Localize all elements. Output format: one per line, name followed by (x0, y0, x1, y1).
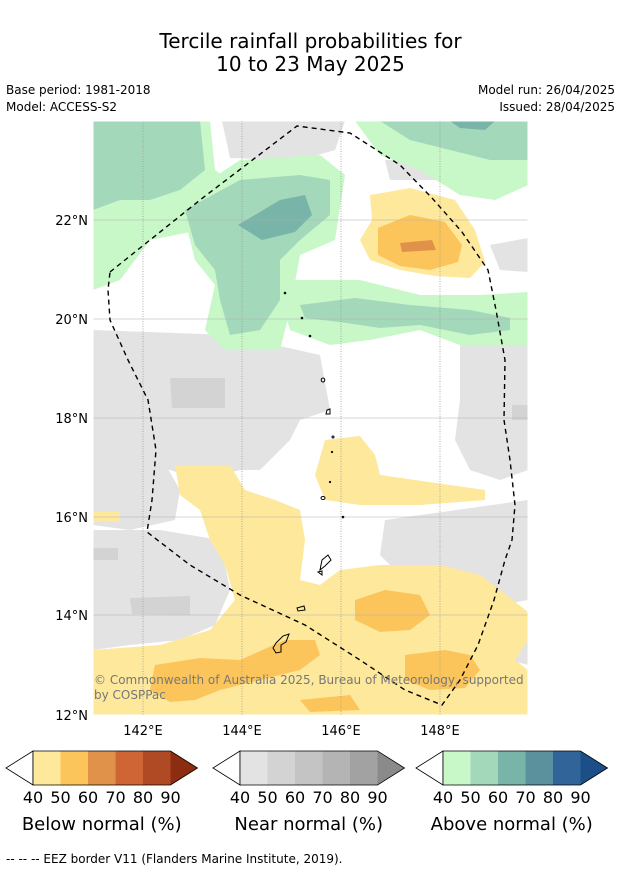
above-normal-area (93, 121, 205, 210)
x-tick-label: 148°E (420, 724, 460, 739)
colorbar-tick-label: 60 (488, 788, 508, 807)
model-run: Model run: 26/04/2025 (477, 83, 615, 97)
colorbar-swatch (322, 751, 350, 785)
colorbar-label: Below normal (%) (22, 814, 182, 835)
islands (272, 291, 345, 654)
colorbar-tick-label: 50 (50, 788, 70, 807)
colorbar-tick-label: 90 (367, 788, 387, 807)
above-normal-area (380, 121, 528, 160)
colorbar-tick-label: 90 (160, 788, 180, 807)
y-tick-label: 18°N (55, 412, 88, 427)
colorbar-over-extension (377, 751, 405, 785)
near-normal-area (93, 455, 180, 530)
near-normal-area (130, 596, 190, 615)
colorbar-swatch (295, 751, 323, 785)
below-normal-area (355, 590, 430, 632)
near-normal-area (455, 340, 528, 480)
map-title-line2: 10 to 23 May 2025 (216, 52, 405, 76)
colorbar-tick-label: 40 (23, 788, 43, 807)
base-period: Base period: 1981-2018 (6, 83, 151, 97)
below-normal-area (405, 650, 480, 690)
colorbar-swatch (267, 751, 295, 785)
colorbar-swatch (525, 751, 553, 785)
near-normal-area (170, 378, 225, 408)
colorbar-swatch (553, 751, 581, 785)
colorbar-under-extension (5, 750, 34, 786)
colorbar-1: 40 50 60 70 80 90 Near normal (%) (212, 750, 406, 835)
y-tick-label: 16°N (55, 511, 88, 526)
copyright-notice: © Commonwealth of Australia 2025, Bureau… (94, 673, 524, 687)
colorbar-tick-label: 50 (257, 788, 277, 807)
colorbar-tick-label: 70 (515, 788, 535, 807)
colorbar-swatch (60, 751, 88, 785)
above-normal-area (300, 298, 510, 335)
probability-fields: © Commonwealth of Australia 2025, Bureau… (93, 121, 528, 715)
near-normal-area (93, 530, 230, 650)
x-tick-label: 144°E (222, 724, 262, 739)
x-tick-label: 142°E (123, 724, 163, 739)
colorbar-swatch (240, 751, 268, 785)
colorbar-legends: 40 50 60 70 80 90 Below normal (%) 40 50 60 70 80 90… (5, 750, 609, 835)
colorbar-swatch (470, 751, 498, 785)
eez-border (107, 125, 516, 706)
colorbar-tick-label: 40 (433, 788, 453, 807)
colorbar-2: 40 50 60 70 80 90 Above normal (%) (415, 750, 609, 835)
colorbar-under-extension (212, 750, 241, 786)
eez-footnote: -- -- -- EEZ border V11 (Flanders Marine… (6, 852, 343, 866)
below-normal-area (150, 640, 320, 702)
near-normal-area (512, 405, 528, 420)
colorbar-tick-label: 70 (105, 788, 125, 807)
map-title-line1: Tercile rainfall probabilities for (159, 29, 462, 53)
colorbar-label: Above normal (%) (431, 814, 593, 835)
model-name: Model: ACCESS-S2 (6, 100, 118, 114)
colorbar-tick-label: 70 (312, 788, 332, 807)
y-tick-label: 12°N (55, 709, 88, 724)
colorbar-tick-label: 40 (230, 788, 250, 807)
colorbar-swatch (143, 751, 171, 785)
colorbar-over-extension (170, 751, 198, 785)
colorbar-0: 40 50 60 70 80 90 Below normal (%) (5, 750, 199, 835)
colorbar-swatch (498, 751, 526, 785)
colorbar-tick-label: 80 (133, 788, 153, 807)
below-normal-area (400, 240, 436, 252)
colorbar-swatch (350, 751, 378, 785)
y-tick-label: 20°N (55, 313, 88, 328)
x-tick-label: 146°E (321, 724, 361, 739)
colorbar-swatch (443, 751, 471, 785)
above-normal-area (238, 195, 312, 240)
y-tick-label: 14°N (55, 609, 88, 624)
above-normal-area (450, 121, 495, 130)
below-normal-area (93, 465, 528, 715)
issued-date: Issued: 28/04/2025 (499, 100, 615, 114)
near-normal-area (490, 238, 528, 272)
near-normal-area (222, 121, 345, 160)
colorbar-swatch (88, 751, 116, 785)
colorbar-tick-label: 50 (460, 788, 480, 807)
colorbar-tick-label: 60 (285, 788, 305, 807)
colorbar-tick-label: 80 (340, 788, 360, 807)
below-normal-area (315, 436, 485, 505)
y-tick-label: 22°N (55, 214, 88, 229)
colorbar-over-extension (580, 751, 608, 785)
colorbar-tick-label: 80 (543, 788, 563, 807)
colorbar-tick-label: 60 (78, 788, 98, 807)
colorbar-tick-label: 90 (570, 788, 590, 807)
colorbar-swatch (33, 751, 61, 785)
below-normal-area (300, 695, 360, 712)
colorbar-under-extension (415, 750, 444, 786)
near-normal-area (93, 548, 118, 560)
copyright-notice-line2: by COSPPac (94, 688, 166, 702)
graticule (93, 219, 528, 616)
colorbar-swatch (115, 751, 143, 785)
colorbar-label: Near normal (%) (234, 814, 383, 835)
